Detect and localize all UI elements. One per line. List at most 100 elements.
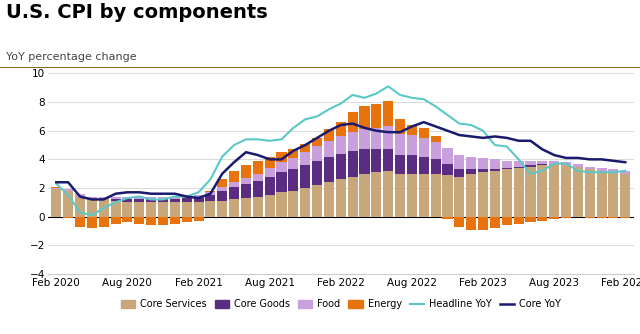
Core YoY [301,143,309,147]
Headline YoY [408,96,416,100]
Bar [217,179,227,187]
Bar [442,175,452,217]
Bar [87,198,97,217]
Bar [122,199,132,202]
Headline YoY [621,169,629,173]
Bar [217,201,227,217]
Bar [289,191,298,217]
Bar [431,174,441,217]
Bar [276,192,287,217]
Bar [513,168,524,217]
Bar [336,122,346,137]
Bar [312,161,322,185]
Bar [585,217,595,218]
Core YoY [598,157,605,161]
Bar [193,198,204,202]
Headline YoY [183,195,191,199]
Bar [585,167,595,169]
Bar [348,112,358,132]
Bar [134,202,144,217]
Bar [229,187,239,199]
Bar [525,167,536,217]
Bar [490,159,500,169]
Bar [253,174,263,181]
Core YoY [207,192,214,196]
Bar [609,169,618,172]
Bar [300,144,310,152]
Bar [75,194,85,197]
Core YoY [88,197,96,201]
Bar [99,217,109,227]
Bar [348,177,358,217]
Core YoY [52,180,60,184]
Headline YoY [313,115,321,119]
Bar [478,158,488,169]
Core YoY [242,150,250,154]
Bar [419,138,429,157]
Headline YoY [610,170,618,174]
Core YoY [610,159,618,163]
Bar [371,172,381,217]
Core YoY [76,195,84,199]
Core YoY [467,135,475,139]
Bar [241,178,251,184]
Bar [383,149,393,171]
Bar [620,172,630,174]
Bar [253,161,263,174]
Core YoY [586,157,593,161]
Bar [111,199,120,201]
Bar [395,174,405,217]
Bar [466,174,476,217]
Bar [276,172,287,192]
Bar [264,195,275,217]
Bar [371,128,381,149]
Line: Headline YoY: Headline YoY [56,87,625,215]
Bar [360,149,369,174]
Bar [490,217,500,228]
Headline YoY [278,137,285,141]
Core YoY [562,156,570,160]
Headline YoY [76,210,84,214]
Bar [360,129,369,149]
Headline YoY [385,85,392,89]
Bar [561,217,571,218]
Bar [502,217,512,225]
Bar [348,132,358,151]
Headline YoY [444,113,451,117]
Bar [264,157,275,168]
Headline YoY [372,92,380,96]
Core YoY [136,190,143,194]
Core YoY [550,153,558,157]
Headline YoY [242,137,250,141]
Bar [596,169,607,171]
Bar [205,191,216,192]
Headline YoY [230,143,238,147]
Headline YoY [337,102,344,106]
Bar [99,197,109,199]
Bar [146,199,156,202]
Bar [383,171,393,217]
Bar [419,128,429,138]
Core YoY [195,196,202,200]
Bar [454,217,465,227]
Headline YoY [432,105,440,109]
Bar [300,165,310,188]
Bar [312,185,322,217]
Bar [502,169,512,217]
Headline YoY [124,196,131,200]
Core YoY [313,136,321,140]
Core YoY [385,130,392,134]
Bar [490,171,500,217]
Headline YoY [52,182,60,186]
Bar [549,217,559,219]
Bar [146,202,156,217]
Bar [454,155,465,169]
Bar [75,195,85,197]
Bar [182,198,192,202]
Bar [620,217,630,218]
Bar [217,191,227,201]
Headline YoY [100,206,108,210]
Headline YoY [171,195,179,199]
Bar [111,201,120,217]
Core YoY [100,197,108,201]
